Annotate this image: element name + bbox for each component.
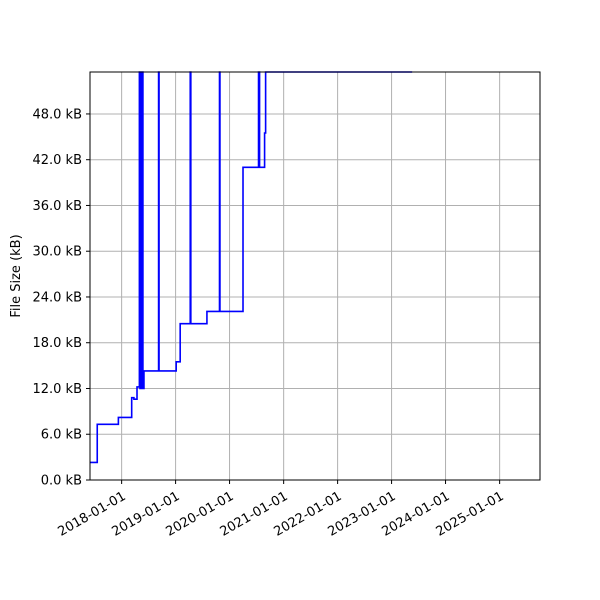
y-tick-label: 0.0 kB: [41, 474, 82, 489]
plot-frame: [89, 71, 541, 481]
y-tick-label: 42.0 kB: [32, 153, 82, 168]
y-axis-label: File Size (kB): [9, 234, 24, 317]
y-tick-label: 48.0 kB: [32, 107, 82, 122]
y-axis: 0.0 kB 6.0 kB 12.0 kB 18.0 kB 24.0 kB 30.0 kB…: [32, 107, 90, 489]
y-tick-label: 6.0 kB: [41, 428, 82, 443]
y-tick-label: 36.0 kB: [32, 199, 82, 214]
y-tick-label: 12.0 kB: [32, 382, 82, 397]
y-tick-label: 24.0 kB: [32, 290, 82, 305]
y-tick-label: 30.0 kB: [32, 245, 82, 260]
grid-lines: [90, 72, 540, 481]
y-tick-label: 18.0 kB: [32, 336, 82, 351]
